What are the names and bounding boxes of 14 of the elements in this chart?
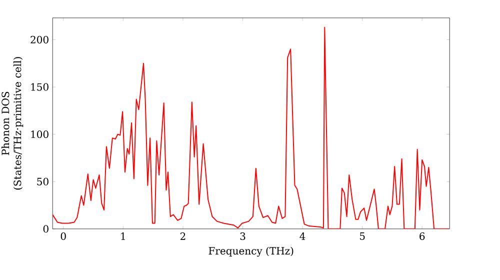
x-tick-label: 0: [60, 232, 66, 240]
y-tick-label: 200: [30, 36, 48, 44]
x-tick-label: 6: [420, 232, 425, 240]
x-tick-label: 5: [360, 232, 365, 240]
x-tick-label: 2: [180, 232, 186, 240]
x-tick-label: 1: [121, 232, 125, 240]
y-tick-label: 150: [31, 83, 48, 91]
x-tick-label: 3: [240, 232, 246, 240]
y-tick-label: 0: [43, 225, 48, 233]
y-tick-label: 50: [37, 178, 48, 186]
y-tick-label: 100: [31, 130, 48, 138]
x-axis-title: Frequency (THz): [208, 246, 294, 257]
y-axis-title: Phonon DOS (States/THz·primitive cell): [1, 57, 24, 190]
x-tick-label: 4: [300, 232, 306, 240]
